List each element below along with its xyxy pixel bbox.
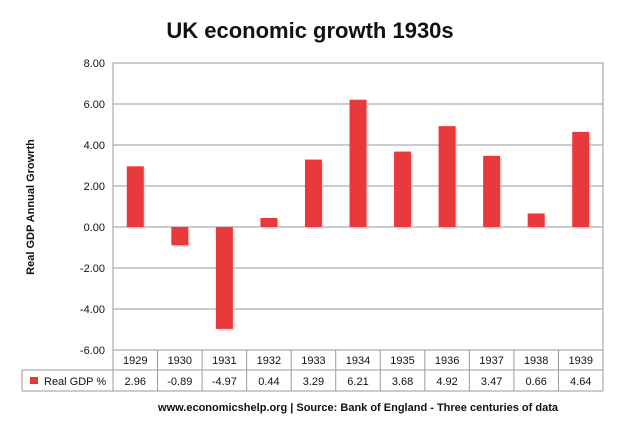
category-label: 1930 [168, 355, 192, 367]
value-label: 3.29 [303, 376, 324, 388]
category-label: 1934 [346, 355, 370, 367]
value-label: -4.97 [212, 376, 237, 388]
legend-swatch [30, 377, 38, 384]
y-tick-label: -2.00 [80, 263, 105, 275]
bar [483, 155, 501, 227]
bars [126, 99, 592, 331]
value-label: 3.68 [392, 376, 413, 388]
value-label: 0.66 [525, 376, 546, 388]
y-tick-label: 8.00 [84, 58, 105, 70]
value-label: 3.47 [481, 376, 502, 388]
value-label: 6.21 [347, 376, 368, 388]
bar [394, 151, 412, 227]
y-tick-label: 4.00 [84, 140, 105, 152]
y-tick-label: -4.00 [80, 304, 105, 316]
bar [527, 213, 545, 227]
y-tick-label: 6.00 [84, 99, 105, 111]
chart-title: UK economic growth 1930s [166, 18, 453, 43]
category-label: 1936 [435, 355, 459, 367]
bar [171, 227, 189, 246]
bar [304, 159, 322, 227]
y-tick-label: 0.00 [84, 222, 105, 234]
source-note: www.economicshelp.org | Source: Bank of … [157, 402, 559, 414]
bar [572, 131, 590, 227]
category-label: 1929 [123, 355, 147, 367]
category-label: 1935 [390, 355, 414, 367]
bar [349, 99, 367, 227]
y-tick-label: -6.00 [80, 345, 105, 357]
value-label: 0.44 [258, 376, 279, 388]
category-label: 1933 [301, 355, 325, 367]
value-label: 4.64 [570, 376, 591, 388]
category-label: 1938 [524, 355, 548, 367]
bar [438, 126, 456, 227]
bar [215, 227, 233, 329]
y-axis-label: Real GDP Annual Growrth [25, 139, 37, 275]
category-label: 1937 [479, 355, 503, 367]
value-label: 2.96 [125, 376, 146, 388]
value-label: 4.92 [436, 376, 457, 388]
y-axis-ticks: 8.00 6.00 4.00 2.00 0.00 -2.00 -4.00 -6.00 [80, 58, 105, 357]
category-label: 1932 [257, 355, 281, 367]
y-tick-label: 2.00 [84, 181, 105, 193]
legend-label: Real GDP % [44, 376, 106, 388]
bar [126, 166, 144, 227]
value-label: -0.89 [167, 376, 192, 388]
category-label: 1939 [568, 355, 592, 367]
bar [260, 217, 278, 227]
data-table: 1929 1930 1931 1932 1933 1934 1935 1936 1937 1938… [21, 349, 604, 392]
category-label: 1931 [212, 355, 236, 367]
